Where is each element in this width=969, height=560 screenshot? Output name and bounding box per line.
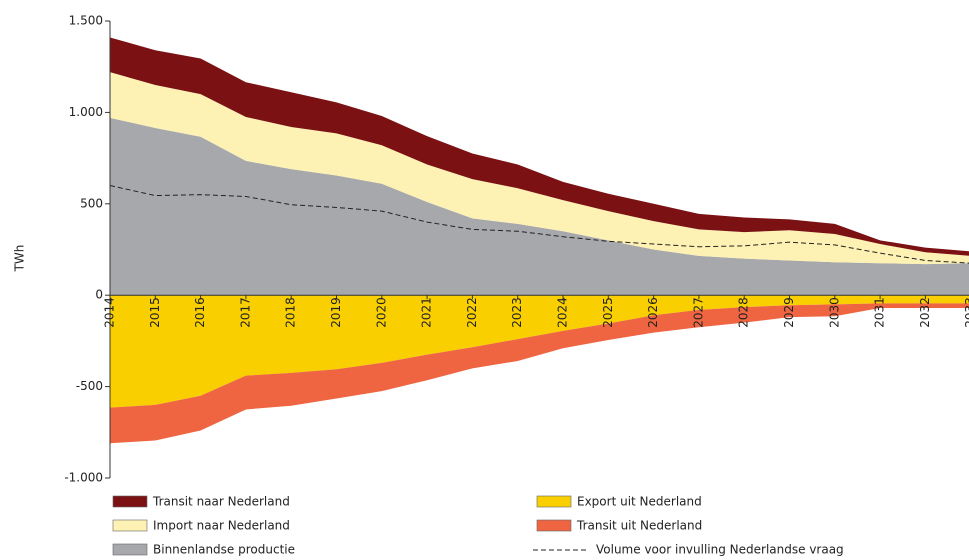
legend-swatch [112,543,148,556]
legend-label: Import naar Nederland [153,519,290,533]
area [110,37,969,256]
x-tick-label: 2031 [873,297,887,328]
x-tick-label: 2020 [374,297,388,328]
y-tick-label: 500 [80,196,103,210]
y-tick-label: -1.000 [64,471,103,485]
area [110,303,969,444]
x-tick-label: 2025 [601,297,615,328]
x-tick-label: 2023 [510,297,524,328]
y-tick-label: 1.500 [69,14,103,28]
legend-label: Export uit Nederland [577,495,702,509]
area [110,117,969,296]
x-tick-label: 2030 [827,297,841,328]
x-tick-label: 2027 [691,297,705,328]
x-tick-label: 2017 [238,297,252,328]
x-tick-label: 2029 [782,297,796,328]
y-tick-label: 1.000 [69,105,103,119]
x-tick-label: 2026 [646,297,660,328]
x-tick-label: 2014 [103,297,117,328]
x-tick-label: 2016 [193,297,207,328]
x-tick-label: 2021 [420,297,434,328]
legend-swatch [112,495,148,508]
x-tick-label: 2019 [329,297,343,328]
legend-swatch [112,519,148,532]
area [110,295,969,408]
area [110,72,969,265]
line [109,185,969,264]
legend-swatch [536,495,572,508]
x-tick-label: 2024 [556,297,570,328]
y-tick-label: 0 [95,288,103,302]
legend-label: Binnenlandse productie [153,543,295,557]
legend-swatch [536,519,572,532]
y-axis-label: TWh [13,245,27,273]
x-tick-label: 2028 [737,297,751,328]
legend-label: Volume voor invulling Nederlandse vraag [596,543,844,557]
x-tick-label: 2022 [465,297,479,328]
x-tick-label: 2032 [918,297,932,328]
x-tick-label: 2033 [963,297,969,328]
legend-label: Transit uit Nederland [576,519,702,533]
x-tick-label: 2015 [148,297,162,328]
legend-label: Transit naar Nederland [152,495,290,509]
x-tick-label: 2018 [284,297,298,328]
y-tick-label: -500 [76,379,103,393]
